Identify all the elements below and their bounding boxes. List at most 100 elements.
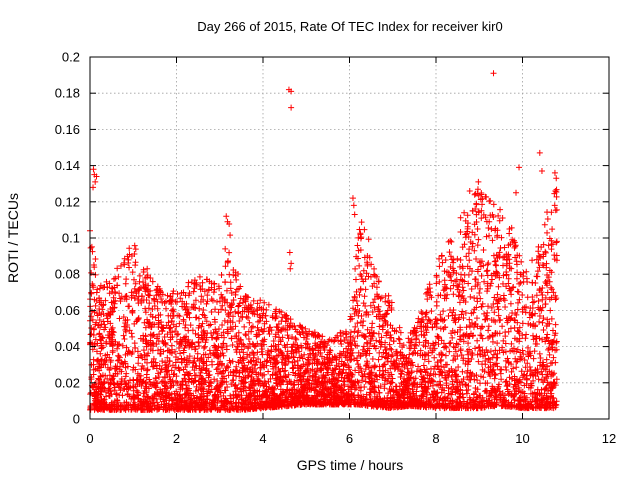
data-point xyxy=(465,233,472,240)
data-point xyxy=(299,324,306,331)
data-point xyxy=(498,234,505,241)
data-point xyxy=(143,343,150,350)
data-point xyxy=(394,394,401,401)
data-point xyxy=(383,332,390,339)
data-point xyxy=(544,316,551,323)
data-point xyxy=(183,398,190,405)
data-point xyxy=(518,404,525,411)
data-point xyxy=(108,299,115,306)
data-point xyxy=(242,397,249,404)
data-point xyxy=(261,387,268,394)
data-point xyxy=(200,351,207,358)
data-point xyxy=(473,219,480,226)
data-point xyxy=(551,202,558,209)
data-point xyxy=(138,399,145,406)
data-point xyxy=(366,330,373,337)
data-point xyxy=(446,404,453,411)
data-point xyxy=(415,363,422,370)
data-point xyxy=(159,299,166,306)
data-point xyxy=(262,312,269,319)
data-point xyxy=(157,395,164,402)
data-point xyxy=(375,278,382,285)
data-point xyxy=(371,304,378,311)
data-point xyxy=(414,350,421,357)
data-point xyxy=(94,405,101,412)
data-point xyxy=(109,328,116,335)
data-point xyxy=(485,393,492,400)
data-point xyxy=(185,327,192,334)
data-point xyxy=(543,260,550,267)
data-point xyxy=(510,393,517,400)
data-point xyxy=(535,243,542,250)
data-point xyxy=(93,348,100,355)
data-point xyxy=(214,361,221,368)
data-point xyxy=(220,329,227,336)
data-point xyxy=(519,320,526,327)
data-point xyxy=(477,373,484,380)
data-point xyxy=(92,271,99,278)
data-point xyxy=(422,313,429,320)
data-point xyxy=(532,335,539,342)
data-point xyxy=(502,364,509,371)
data-point xyxy=(249,323,256,330)
data-point xyxy=(220,373,227,380)
data-point xyxy=(485,369,492,376)
data-point xyxy=(450,282,457,289)
data-point xyxy=(138,352,145,359)
data-point xyxy=(143,399,150,406)
data-point xyxy=(538,289,545,296)
data-point xyxy=(288,344,295,351)
data-point xyxy=(128,330,135,337)
data-point xyxy=(172,354,179,361)
data-point xyxy=(104,351,111,358)
data-point xyxy=(261,299,268,306)
data-point xyxy=(418,318,425,325)
data-point xyxy=(495,312,502,319)
data-point xyxy=(479,335,486,342)
data-point xyxy=(98,387,105,394)
data-point xyxy=(230,266,237,273)
data-point xyxy=(222,387,229,394)
data-point xyxy=(251,343,258,350)
data-point xyxy=(114,370,121,377)
data-point xyxy=(442,343,449,350)
data-point xyxy=(273,352,280,359)
data-point xyxy=(552,347,559,354)
data-point xyxy=(284,353,291,360)
data-point xyxy=(345,363,352,370)
data-point xyxy=(261,320,268,327)
data-point xyxy=(88,376,95,383)
data-point xyxy=(477,325,484,332)
data-point xyxy=(494,291,501,298)
data-point xyxy=(136,381,143,388)
data-point xyxy=(508,224,515,231)
data-point xyxy=(230,369,237,376)
data-point xyxy=(229,341,236,348)
data-point xyxy=(483,233,490,240)
data-point xyxy=(480,262,487,269)
data-point xyxy=(355,361,362,368)
data-point xyxy=(542,385,549,392)
data-point xyxy=(364,253,371,260)
data-point xyxy=(371,265,378,272)
data-point xyxy=(456,289,463,296)
data-point xyxy=(503,367,510,374)
data-point xyxy=(375,356,382,363)
data-point xyxy=(539,396,546,403)
data-point xyxy=(421,384,428,391)
data-point xyxy=(357,285,364,292)
data-point xyxy=(477,196,484,203)
data-point xyxy=(257,364,264,371)
data-point xyxy=(536,313,543,320)
data-point xyxy=(505,403,512,410)
data-point xyxy=(485,335,492,342)
data-point xyxy=(503,262,510,269)
data-point xyxy=(457,336,464,343)
data-point xyxy=(452,319,459,326)
data-point xyxy=(489,385,496,392)
data-point xyxy=(408,359,415,366)
data-point xyxy=(358,219,365,226)
data-point xyxy=(167,349,174,356)
data-point xyxy=(117,263,124,270)
data-point xyxy=(506,230,513,237)
